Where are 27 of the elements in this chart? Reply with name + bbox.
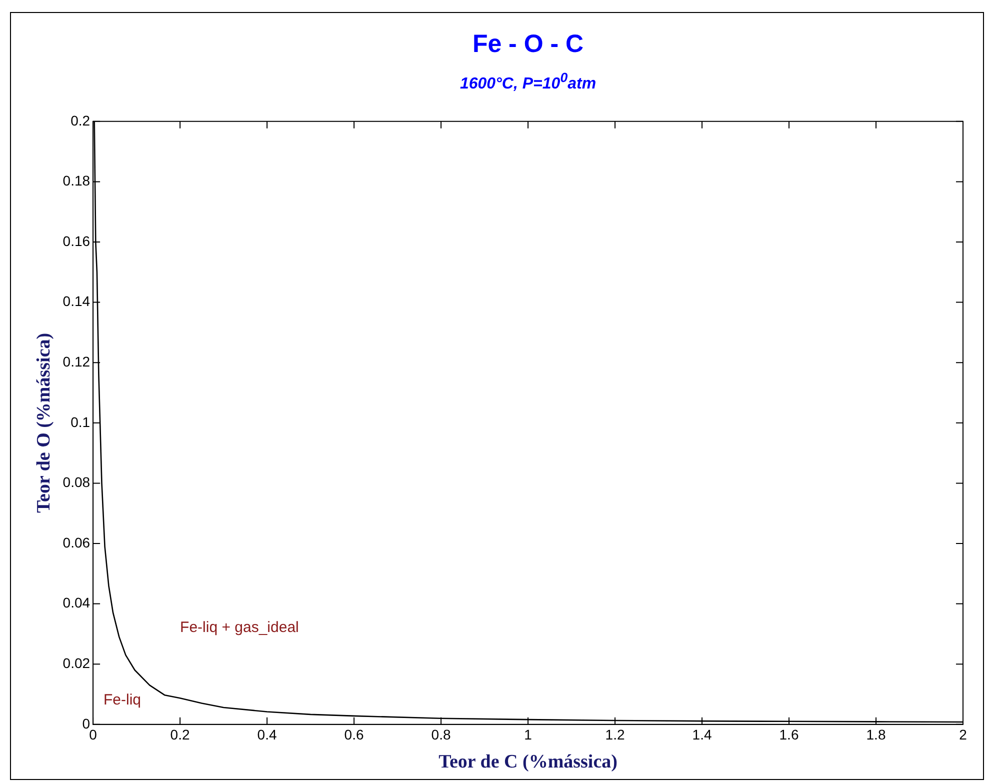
y-tick-label: 0.08 <box>62 474 90 490</box>
y-tick-label: 0.04 <box>62 594 90 611</box>
annotation: Fe-liq <box>103 691 142 708</box>
x-axis-title: Teor de C (%mássica) <box>438 752 618 773</box>
x-tick-label: 1.2 <box>605 726 625 743</box>
y-tick-label: 0 <box>82 715 90 732</box>
y-tick-label: 0.1 <box>70 414 90 430</box>
y-tick-label: 0.2 <box>70 112 90 128</box>
y-tick-label: 0.14 <box>62 293 90 310</box>
y-axis-title: Teor de O (%mássica) <box>33 332 54 513</box>
x-tick-label: 0.6 <box>344 726 364 743</box>
y-tick-label: 0.02 <box>62 654 90 671</box>
chart-title: Fe - O - C <box>471 30 585 59</box>
x-tick-label: 0.8 <box>431 726 451 743</box>
x-tick-label: 1.6 <box>779 726 799 743</box>
annotation: Fe-liq + gas_ideal <box>180 619 299 636</box>
x-tick-label: 0.4 <box>257 726 277 743</box>
x-tick-label: 0.2 <box>170 726 190 743</box>
y-tick-label: 0.06 <box>62 534 90 550</box>
x-tick-label: 1 <box>524 726 532 743</box>
x-tick-label: 2 <box>959 726 968 743</box>
x-tick-label: 1.4 <box>692 726 712 743</box>
y-tick-label: 0.16 <box>62 232 90 249</box>
chart-subtitle: 1600°C, P=10$^{0}$atm <box>458 70 598 94</box>
y-tick-label: 0.12 <box>62 353 90 370</box>
y-tick-label: 0.18 <box>62 172 90 189</box>
x-tick-label: 1.8 <box>866 726 886 743</box>
